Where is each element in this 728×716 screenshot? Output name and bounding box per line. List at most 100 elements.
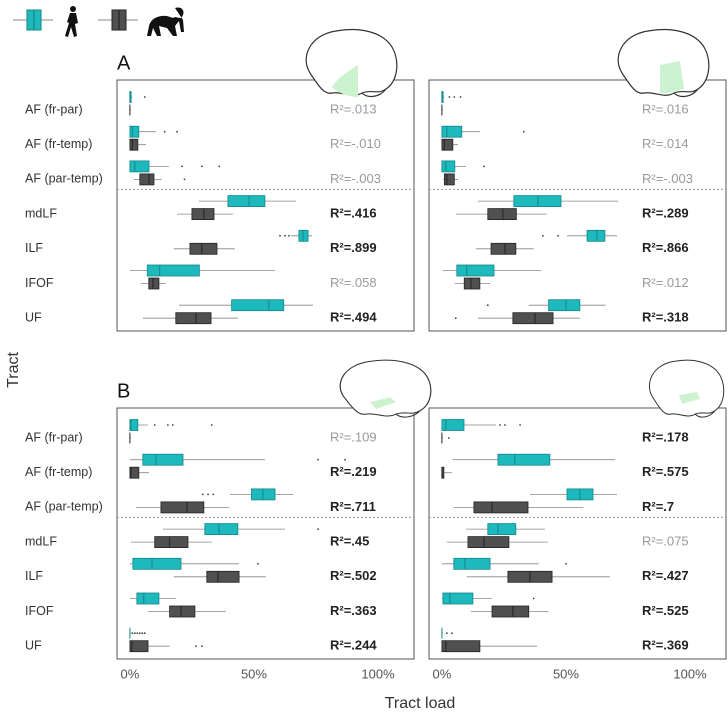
box	[491, 605, 530, 618]
box	[206, 570, 240, 583]
box	[129, 419, 139, 431]
box	[441, 160, 456, 173]
outlier	[218, 165, 221, 168]
r2-label: R²=-.010	[330, 136, 381, 151]
outlier	[143, 96, 146, 98]
box	[154, 536, 189, 548]
r2-label: R²=.711	[330, 499, 376, 514]
outlier	[133, 632, 136, 635]
outlier	[279, 234, 281, 237]
outlier	[200, 645, 203, 648]
r2-label: R²=.427	[642, 568, 689, 583]
outlier	[138, 632, 141, 635]
box	[129, 138, 139, 151]
r2-label: R²=.289	[642, 206, 689, 221]
tract-label: AF (par-temp)	[25, 500, 103, 514]
outlier	[504, 424, 506, 426]
box	[175, 312, 212, 325]
tract-label: AF (fr-temp)	[25, 465, 92, 479]
outlier	[183, 178, 186, 181]
x-tick-label: 50%	[241, 666, 267, 681]
box	[169, 605, 196, 618]
box	[443, 173, 455, 186]
r2-label: R²=.7	[642, 499, 674, 514]
r2-label: R²=.219	[330, 464, 377, 479]
box	[441, 640, 481, 653]
r2-label: R²=.013	[330, 101, 377, 116]
outlier	[454, 317, 457, 320]
outlier	[541, 234, 544, 237]
box	[497, 453, 551, 466]
outlier	[459, 96, 462, 98]
box	[129, 640, 149, 653]
outlier	[257, 562, 259, 565]
box	[142, 453, 184, 466]
brain-icon	[648, 359, 725, 418]
r2-label: R²=.369	[642, 638, 689, 653]
r2-label: R²=.525	[642, 603, 689, 618]
outlier	[344, 458, 346, 461]
r2-label: R²=.058	[330, 275, 377, 290]
box	[512, 312, 554, 325]
r2-label: R²=.109	[330, 429, 377, 444]
y-axis-label: Tract	[5, 352, 22, 388]
outlier	[131, 632, 134, 635]
plot-area: A AF (fr-par) AF (fr-temp) AF (par-temp) mdL…	[25, 52, 727, 681]
box	[473, 501, 529, 514]
outlier	[317, 458, 319, 461]
x-tick-label: 100%	[673, 666, 707, 681]
box	[129, 466, 140, 479]
brain-icon	[305, 28, 398, 98]
outlier	[212, 493, 214, 496]
r2-label: R²=-.003	[330, 171, 381, 186]
r2-label: R²=.866	[642, 240, 689, 255]
outlier	[181, 165, 183, 168]
brain-icon	[339, 359, 432, 418]
panel-frame	[428, 79, 727, 332]
r2-label: R²=.502	[330, 568, 377, 583]
outlier	[532, 597, 535, 600]
outlier	[557, 234, 559, 237]
r2-label: R²=.016	[642, 101, 689, 116]
outlier	[210, 424, 213, 426]
box	[463, 277, 481, 290]
tract-label: IFOF	[25, 604, 54, 618]
panel-frame	[116, 79, 415, 332]
r2-label: R²=.178	[642, 429, 689, 444]
outlier	[448, 96, 451, 98]
outlier	[176, 130, 178, 133]
outlier	[499, 424, 501, 426]
panel-frame	[116, 407, 415, 660]
outlier	[284, 234, 286, 237]
box	[441, 419, 465, 431]
outlier	[288, 234, 290, 237]
box	[129, 160, 150, 173]
tract-label: AF (fr-par)	[25, 102, 83, 116]
r2-label: R²=.318	[642, 310, 689, 325]
outlier	[207, 493, 209, 496]
tract-label: UF	[25, 638, 42, 652]
chimp-icon	[147, 7, 184, 37]
r2-label: R²=.075	[642, 534, 689, 549]
outlier	[153, 424, 156, 426]
box	[136, 592, 160, 605]
outlier	[565, 562, 567, 565]
box	[490, 242, 517, 255]
r2-label: R²=.416	[330, 206, 377, 221]
r2-label: R²=.45	[330, 534, 369, 549]
box	[456, 264, 495, 277]
tract-label: UF	[25, 310, 42, 324]
human-icon	[65, 6, 78, 37]
outlier	[447, 437, 450, 439]
r2-label: R²=.014	[642, 136, 689, 151]
outlier	[171, 424, 174, 426]
r2-label: R²=-.003	[642, 171, 693, 186]
tract-label: mdLF	[25, 206, 57, 220]
panel-label: B	[117, 380, 130, 402]
box	[487, 523, 517, 535]
box	[129, 125, 140, 138]
panel-frame	[428, 407, 727, 660]
outlier	[143, 632, 146, 635]
tract-label: AF (par-temp)	[25, 172, 103, 186]
